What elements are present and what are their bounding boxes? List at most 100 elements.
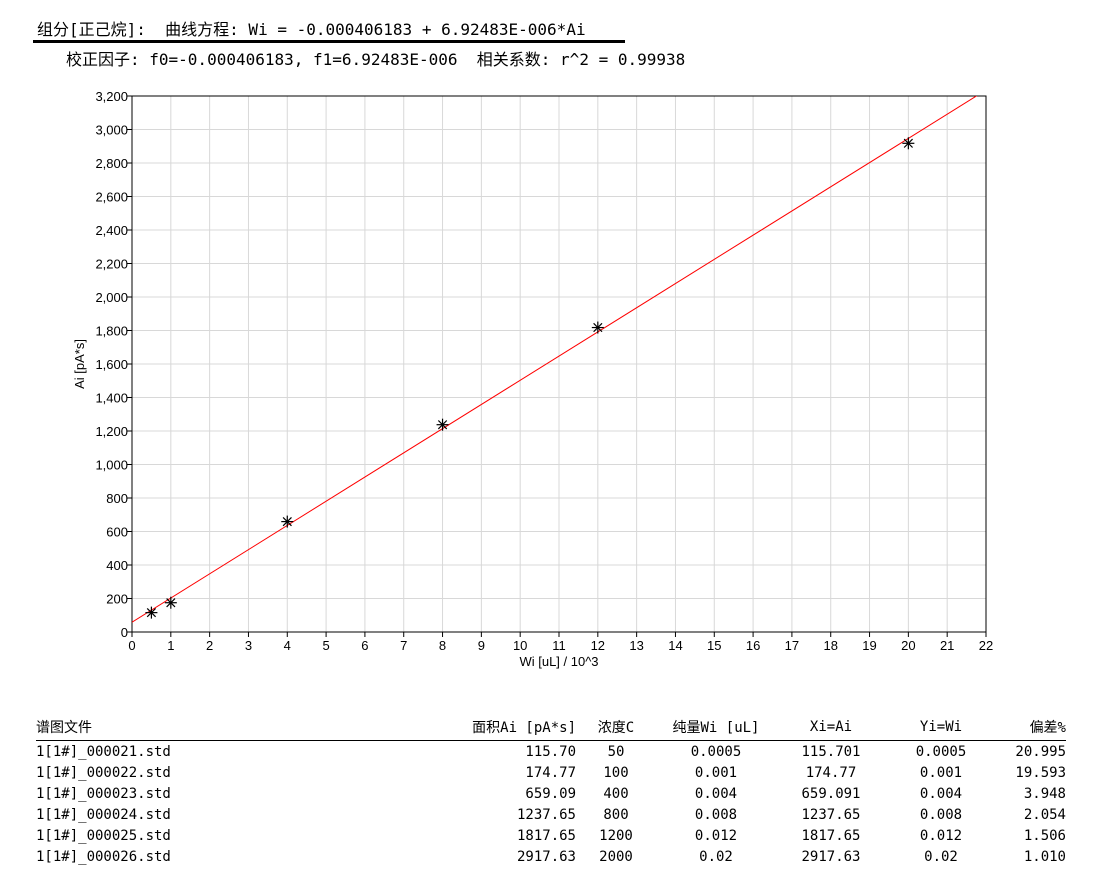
table-cell: 0.008 bbox=[919, 807, 963, 823]
y-tick-label: 1,800 bbox=[95, 324, 128, 339]
x-tick-label: 10 bbox=[513, 638, 527, 653]
table-cell: 0.004 bbox=[694, 786, 738, 802]
table-cell: 0.001 bbox=[919, 765, 963, 781]
x-tick-label: 0 bbox=[128, 638, 135, 653]
table-cell: 0.012 bbox=[919, 828, 963, 844]
column-header: 面积Ai [pA*s] bbox=[426, 717, 576, 741]
table-header: 谱图文件 面积Ai [pA*s] 浓度C 纯量Wi [uL] Xi=Ai Yi=Wi 偏差% bbox=[36, 717, 1066, 741]
table-cell: 1[1#]_000021.std bbox=[36, 744, 171, 760]
table-cell: 50 bbox=[607, 744, 625, 760]
plot-frame bbox=[131, 95, 987, 633]
column-header: Yi=Wi bbox=[886, 717, 996, 741]
table-cell: 2917.63 bbox=[801, 849, 861, 865]
y-tick-label: 800 bbox=[106, 491, 128, 506]
data-point bbox=[164, 596, 177, 609]
table-cell: 3.948 bbox=[1023, 786, 1066, 802]
column-header: 纯量Wi [uL] bbox=[656, 717, 776, 741]
table-cell: 174.77 bbox=[525, 765, 576, 781]
x-tick-label: 2 bbox=[206, 638, 213, 653]
x-tick-label: 13 bbox=[629, 638, 643, 653]
y-tick-label: 2,000 bbox=[95, 290, 128, 305]
y-tick-label: 2,600 bbox=[95, 190, 128, 205]
data-point bbox=[591, 321, 604, 334]
y-tick-label: 2,400 bbox=[95, 223, 128, 238]
table-cell: 115.701 bbox=[801, 744, 861, 760]
x-tick-label: 5 bbox=[322, 638, 329, 653]
table-cell: 800 bbox=[603, 807, 629, 823]
table-cell: 1.010 bbox=[1023, 849, 1066, 865]
y-tick-label: 2,200 bbox=[95, 257, 128, 272]
table-cell: 1200 bbox=[599, 828, 633, 844]
table-cell: 1[1#]_000023.std bbox=[36, 786, 171, 802]
x-tick-label: 7 bbox=[400, 638, 407, 653]
table-cell: 0.012 bbox=[694, 828, 738, 844]
y-tick-label: 0 bbox=[121, 625, 128, 640]
x-tick-label: 20 bbox=[901, 638, 915, 653]
table-cell: 0.004 bbox=[919, 786, 963, 802]
table-row: 1[1#]_000025.std 1817.65 1200 0.012 1817.65 0… bbox=[36, 825, 1066, 846]
y-tick-label: 3,200 bbox=[95, 89, 128, 104]
x-tick-label: 21 bbox=[940, 638, 954, 653]
y-axis-label: Ai [pA*s] bbox=[72, 339, 87, 389]
table-cell: 400 bbox=[603, 786, 629, 802]
y-tick-label: 600 bbox=[106, 525, 128, 540]
table-cell: 100 bbox=[603, 765, 629, 781]
column-header: Xi=Ai bbox=[776, 717, 886, 741]
table-cell: 2.054 bbox=[1023, 807, 1066, 823]
x-tick-label: 1 bbox=[167, 638, 174, 653]
x-axis-label: Wi [uL] / 10^3 bbox=[519, 654, 598, 669]
x-tick-label: 17 bbox=[785, 638, 799, 653]
table-cell: 1[1#]_000024.std bbox=[36, 807, 171, 823]
table-cell: 0.02 bbox=[924, 849, 958, 865]
table-cell: 1817.65 bbox=[801, 828, 861, 844]
fit-line bbox=[132, 96, 978, 623]
title-underline bbox=[33, 40, 625, 43]
table-cell: 2917.63 bbox=[516, 849, 576, 865]
y-tick-label: 2,800 bbox=[95, 156, 128, 171]
table-row: 1[1#]_000023.std 659.09 400 0.004 659.091 0.0… bbox=[36, 783, 1066, 804]
table-row: 1[1#]_000022.std 174.77 100 0.001 174.77 0.00… bbox=[36, 762, 1066, 783]
x-tick-label: 6 bbox=[361, 638, 368, 653]
curve-equation-title: 组分[正己烷]: 曲线方程: Wi = -0.000406183 + 6.924… bbox=[37, 20, 586, 39]
table-cell: 0.008 bbox=[694, 807, 738, 823]
table-cell: 115.70 bbox=[525, 744, 576, 760]
y-tick-label: 1,600 bbox=[95, 357, 128, 372]
y-tick-label: 200 bbox=[106, 592, 128, 607]
table-cell: 1[1#]_000025.std bbox=[36, 828, 171, 844]
y-tick-label: 1,200 bbox=[95, 424, 128, 439]
data-point bbox=[902, 137, 915, 150]
data-point bbox=[145, 606, 158, 619]
x-tick-label: 14 bbox=[668, 638, 682, 653]
x-tick-label: 19 bbox=[862, 638, 876, 653]
x-tick-label: 4 bbox=[284, 638, 291, 653]
y-tick-label: 3,000 bbox=[95, 123, 128, 138]
table-cell: 20.995 bbox=[1015, 744, 1066, 760]
table-row: 1[1#]_000026.std 2917.63 2000 0.02 2917.63 0.… bbox=[36, 846, 1066, 867]
y-tick-label: 1,400 bbox=[95, 391, 128, 406]
table-cell: 0.02 bbox=[699, 849, 733, 865]
table-cell: 1[1#]_000022.std bbox=[36, 765, 171, 781]
table-cell: 19.593 bbox=[1015, 765, 1066, 781]
table-cell: 2000 bbox=[599, 849, 633, 865]
x-tick-label: 16 bbox=[746, 638, 760, 653]
x-tick-label: 22 bbox=[979, 638, 993, 653]
table-cell: 1.506 bbox=[1023, 828, 1066, 844]
table-cell: 0.0005 bbox=[690, 744, 742, 760]
table-cell: 1237.65 bbox=[516, 807, 576, 823]
table-cell: 1237.65 bbox=[801, 807, 861, 823]
x-tick-label: 8 bbox=[439, 638, 446, 653]
x-tick-label: 18 bbox=[823, 638, 837, 653]
table-row: 1[1#]_000021.std 115.70 50 0.0005 115.701 0.0… bbox=[36, 741, 1066, 763]
x-tick-label: 3 bbox=[245, 638, 252, 653]
data-point bbox=[281, 515, 294, 528]
column-header: 浓度C bbox=[576, 717, 656, 741]
data-point bbox=[436, 418, 449, 431]
calibration-table: 谱图文件 面积Ai [pA*s] 浓度C 纯量Wi [uL] Xi=Ai Yi=Wi 偏差%… bbox=[36, 717, 1066, 867]
calibration-chart: 0 1 2 3 4 5 6 7 8 9 10 11 12 13 14 15 16 17 18 19 20 21 220200… bbox=[72, 89, 993, 669]
column-header: 谱图文件 bbox=[36, 717, 426, 741]
x-tick-label: 12 bbox=[591, 638, 605, 653]
x-tick-label: 15 bbox=[707, 638, 721, 653]
y-tick-label: 1,000 bbox=[95, 458, 128, 473]
table-cell: 174.77 bbox=[805, 765, 857, 781]
table-cell: 0.0005 bbox=[915, 744, 967, 760]
